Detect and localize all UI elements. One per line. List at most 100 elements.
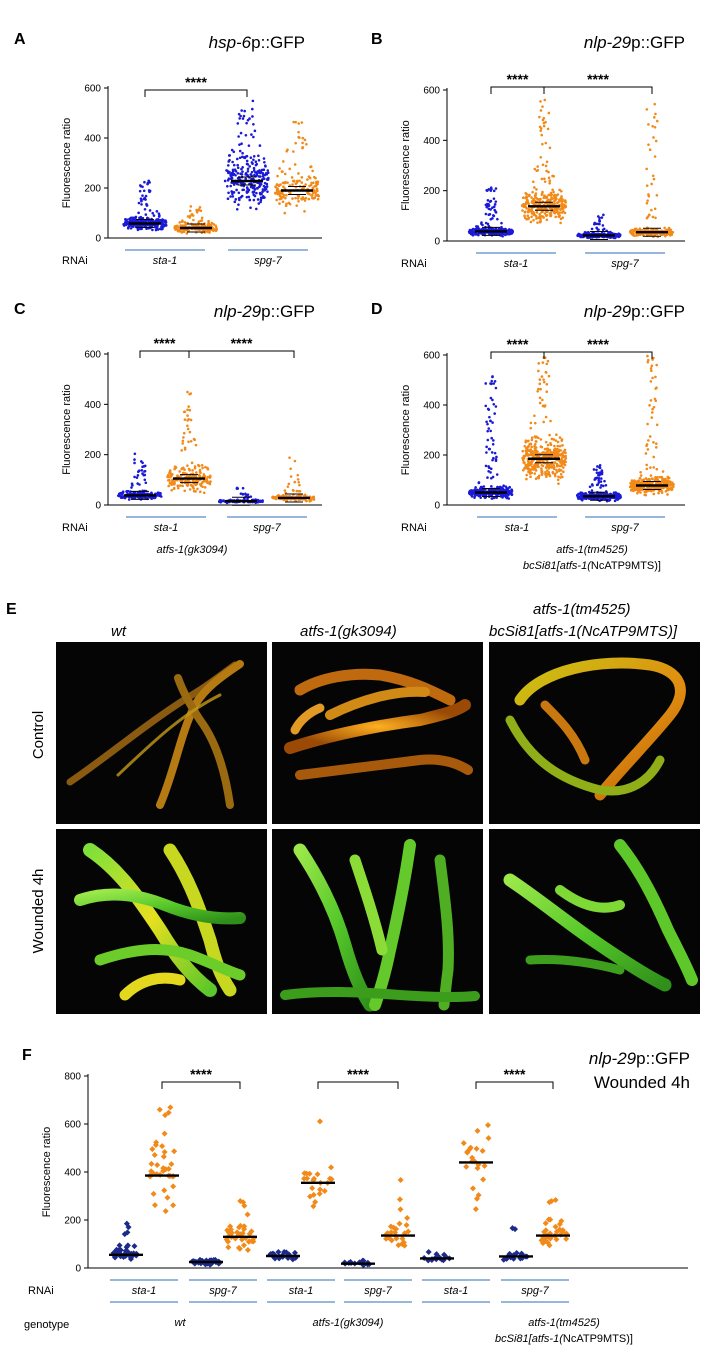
data-point: [645, 463, 648, 467]
data-point: [487, 488, 491, 492]
data-point: [648, 404, 651, 407]
data-point: [597, 476, 601, 480]
data-point: [544, 370, 548, 374]
rnai-label: RNAi: [28, 1285, 54, 1297]
y-tick-label: 200: [423, 451, 440, 462]
data-point: [665, 233, 669, 237]
data-point: [236, 166, 240, 170]
series-2-spg-7-blue: [223, 99, 270, 211]
data-point: [537, 474, 541, 478]
data-point: [249, 495, 253, 498]
data-point: [156, 225, 159, 228]
data-point: [360, 1257, 367, 1264]
data-point: [494, 405, 498, 408]
data-point: [511, 230, 514, 233]
data-point: [245, 191, 249, 194]
data-point: [296, 473, 300, 477]
data-point: [655, 363, 658, 367]
data-point: [657, 489, 661, 493]
data-point: [157, 212, 161, 215]
data-point: [240, 173, 244, 176]
data-point: [562, 470, 565, 474]
data-point: [297, 172, 300, 175]
data-point: [295, 204, 299, 207]
data-point: [229, 184, 232, 188]
data-point: [537, 197, 541, 201]
data-point: [524, 196, 528, 200]
data-point: [272, 496, 275, 500]
data-point: [238, 149, 242, 153]
data-point: [646, 360, 650, 364]
data-point: [655, 228, 658, 232]
data-point: [558, 1218, 565, 1225]
data-point: [292, 120, 295, 124]
data-point: [543, 180, 547, 183]
significance-label: ****: [190, 1066, 212, 1082]
data-point: [166, 473, 170, 477]
data-point: [154, 225, 157, 229]
data-point: [659, 481, 663, 485]
data-point: [311, 495, 315, 499]
data-point: [260, 499, 264, 503]
data-point: [536, 165, 539, 168]
data-point: [487, 469, 490, 473]
data-point: [653, 397, 657, 401]
series-6-spg-7-navy: [341, 1257, 375, 1268]
data-point: [652, 405, 656, 409]
y-tick-label: 200: [64, 1216, 81, 1227]
data-point: [191, 469, 194, 472]
data-point: [307, 197, 311, 201]
data-point: [261, 175, 265, 178]
data-point: [545, 1239, 552, 1246]
data-point: [645, 184, 649, 187]
data-point: [561, 475, 564, 479]
data-point: [240, 1242, 247, 1249]
data-point: [292, 489, 295, 492]
data-point: [137, 492, 140, 495]
data-point: [157, 215, 161, 218]
data-point: [491, 421, 494, 424]
data-point: [246, 1238, 253, 1245]
data-point: [195, 471, 198, 474]
data-point: [491, 475, 495, 479]
data-point: [495, 455, 498, 459]
data-point: [596, 465, 599, 468]
data-point: [235, 157, 239, 161]
data-point: [525, 453, 529, 457]
data-point: [297, 480, 301, 484]
data-point: [600, 471, 603, 474]
data-point: [561, 444, 564, 447]
data-point: [485, 189, 489, 192]
data-point: [160, 1168, 167, 1175]
data-point: [275, 186, 279, 190]
data-point: [526, 439, 530, 443]
column-label-wt: wt: [111, 623, 127, 640]
data-point: [646, 448, 650, 451]
data-point: [639, 470, 642, 474]
data-point: [262, 157, 266, 160]
data-point: [469, 229, 472, 233]
data-point: [197, 463, 200, 467]
panel-title: nlp-29p::GFP: [584, 33, 685, 52]
data-point: [237, 203, 240, 206]
data-point: [543, 447, 547, 451]
series-3-spg-7-orange: [628, 354, 675, 497]
data-point: [492, 439, 495, 442]
data-point: [480, 1176, 487, 1183]
data-point: [249, 182, 253, 185]
data-point: [200, 219, 204, 222]
data-point: [667, 232, 671, 235]
data-point: [161, 1130, 168, 1137]
data-point: [309, 1185, 316, 1192]
data-point: [539, 438, 543, 441]
data-point: [142, 465, 146, 468]
data-point: [297, 122, 301, 125]
data-point: [628, 485, 632, 489]
data-point: [540, 375, 544, 378]
data-point: [281, 160, 285, 163]
data-point: [553, 472, 557, 476]
data-point: [484, 382, 488, 385]
group-label-spg-7: spg-7: [611, 258, 639, 270]
data-point: [209, 480, 212, 483]
data-point: [545, 473, 548, 477]
